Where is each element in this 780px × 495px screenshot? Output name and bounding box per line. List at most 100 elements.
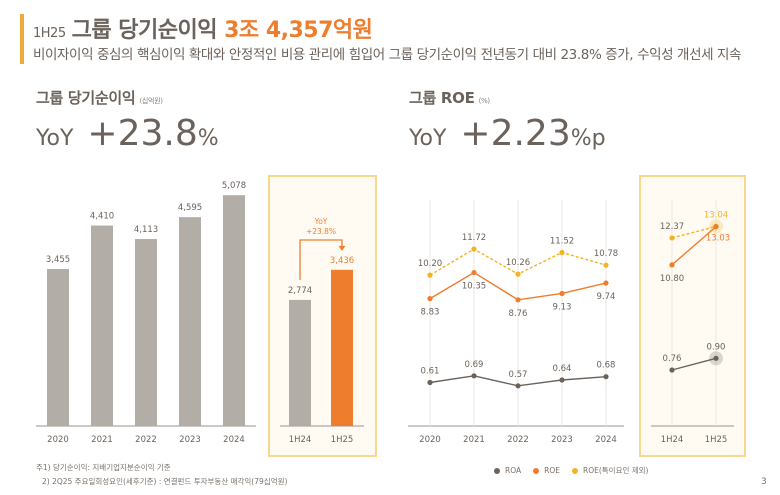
data-value-label: 9.13 — [553, 302, 572, 312]
bar-value-label: 4,410 — [90, 212, 114, 222]
series-line-roa — [671, 357, 717, 371]
net-income-title-text: 그룹 당기순이익 — [36, 89, 136, 107]
roe-adj-dot-icon — [571, 467, 578, 474]
roe-section-title: 그룹 ROE (%) — [409, 87, 490, 108]
data-value-label: 10.35 — [462, 282, 486, 292]
data-value-label: 0.57 — [509, 370, 528, 380]
data-point — [559, 377, 565, 383]
net-income-annual-chart: 3,455 2020 4,410 2021 4,113 2022 4,595 2023 5,07… — [36, 181, 256, 445]
data-value-label: 10.80 — [660, 274, 684, 284]
roe-unit: (%) — [478, 97, 491, 105]
yoy-label: YoY — [409, 126, 447, 151]
x-tick-label: 1H24 — [661, 435, 684, 445]
data-point — [471, 269, 477, 276]
x-tick-label: 2021 — [463, 435, 485, 445]
legend-item-roe: ROE — [533, 465, 560, 476]
roe-dot-icon — [533, 467, 540, 474]
legend-item-roa: ROA — [494, 465, 521, 476]
net-income-half-chart: 2,774 1H24 3,436 1H25 YoY+23.8% — [280, 217, 364, 445]
bar-value-label: 3,455 — [46, 255, 70, 265]
net-income-yoy: YoY +23.8% — [36, 113, 219, 154]
legend-label: ROE(특이요인 제외) — [582, 466, 649, 475]
yoy-value: +2.23 — [460, 113, 571, 154]
x-tick-label: 2024 — [223, 435, 245, 445]
data-point — [427, 296, 433, 302]
bar-2024 — [223, 195, 245, 426]
title-period: 1H25 — [33, 26, 66, 41]
bar-2023 — [179, 217, 201, 426]
footnote-2: 2) 2Q25 주요일회성요인(세후기준) : 연결펀드 투자부동산 매각익(7… — [42, 477, 288, 486]
data-value-label: 8.76 — [509, 309, 528, 319]
data-value-label: 11.52 — [550, 237, 574, 247]
data-value-label: 0.61 — [421, 367, 440, 377]
data-value-label: 0.64 — [553, 364, 572, 374]
yoy-value: +23.8 — [87, 113, 198, 154]
data-value-label: 10.20 — [418, 259, 442, 269]
page-number: 3 — [761, 477, 767, 487]
bar-value-label: 3,436 — [330, 256, 354, 266]
x-tick-label: 1H24 — [289, 435, 312, 445]
data-value-label: 0.76 — [663, 354, 682, 364]
yoy-suffix: % — [197, 126, 219, 151]
yoy-label: YoY — [36, 126, 74, 151]
data-point — [669, 262, 675, 268]
legend-item-roe-adj: ROE(특이요인 제외) — [571, 465, 649, 476]
data-point — [559, 290, 565, 297]
data-value-label: 10.78 — [594, 249, 618, 259]
bar-value-label: 2,774 — [288, 286, 312, 296]
data-point — [669, 235, 675, 241]
data-point — [427, 272, 433, 278]
bar-1H25 — [331, 269, 353, 426]
bar-1H24 — [289, 299, 311, 426]
data-value-label: 0.69 — [465, 360, 484, 370]
roe-half-chart: 1H24 1H25 12.37 13.04 10.80 13.03 0.76 0.90 — [651, 200, 734, 445]
data-point — [603, 280, 609, 286]
data-point — [559, 249, 565, 256]
yoy-bracket-line — [299, 239, 343, 280]
data-value-label: 13.04 — [704, 210, 728, 220]
data-point — [713, 224, 719, 230]
bar-2021 — [91, 225, 113, 426]
data-value-label: 8.83 — [421, 308, 440, 318]
data-value-label: 13.03 — [706, 234, 730, 244]
bar-2022 — [135, 239, 157, 426]
data-point — [471, 373, 477, 379]
series-line-roe — [671, 226, 717, 266]
half-year-income-panel — [268, 175, 377, 457]
bar-value-label: 5,078 — [222, 181, 246, 191]
net-income-unit: (십억원) — [139, 97, 163, 105]
data-value-label: 9.74 — [597, 292, 616, 302]
page-subtitle: 비이자이익 중심의 핵심이익 확대와 안정적인 비용 관리에 힘입어 그룹 당기… — [33, 47, 742, 63]
data-value-label: 10.26 — [506, 258, 530, 268]
arrow-down-icon — [338, 245, 346, 251]
x-tick-label: 2023 — [551, 435, 573, 445]
x-tick-label: 2021 — [91, 435, 113, 445]
x-tick-label: 2024 — [595, 435, 617, 445]
data-value-label: 0.90 — [707, 342, 726, 352]
data-point — [515, 271, 521, 277]
yoy-annotation-label: YoY — [314, 217, 328, 226]
header-accent-bar — [20, 14, 24, 64]
net-income-section-title: 그룹 당기순이익 (십억원) — [36, 87, 163, 108]
data-point — [603, 374, 609, 380]
roa-dot-icon — [494, 467, 500, 474]
roe-yoy: YoY +2.23%p — [409, 113, 606, 154]
data-point — [515, 297, 521, 303]
data-value-label: 0.68 — [597, 361, 616, 371]
bar-value-label: 4,113 — [134, 225, 158, 235]
roe-legend: ROA ROE ROE(특이요인 제외) — [494, 465, 648, 476]
x-tick-label: 2022 — [135, 435, 157, 445]
data-value-label: 11.72 — [462, 233, 486, 243]
legend-label: ROE — [544, 466, 560, 475]
data-point — [669, 367, 675, 373]
footnote-1: 주1) 당기순이익: 지배기업지분순이익 기준 — [36, 463, 171, 472]
roe-annual-chart: 2020 2021 2022 2023 2024 10.20 11.72 10.26 11.52… — [408, 200, 624, 445]
roe-title-text: 그룹 ROE — [409, 89, 475, 107]
x-tick-label: 2020 — [47, 435, 69, 445]
data-point — [471, 246, 477, 252]
yoy-suffix: %p — [570, 126, 606, 151]
data-point — [713, 355, 719, 361]
page-title: 1H25 그룹 당기순이익 3조 4,357억원 — [33, 12, 373, 44]
x-tick-label: 1H25 — [705, 435, 728, 445]
